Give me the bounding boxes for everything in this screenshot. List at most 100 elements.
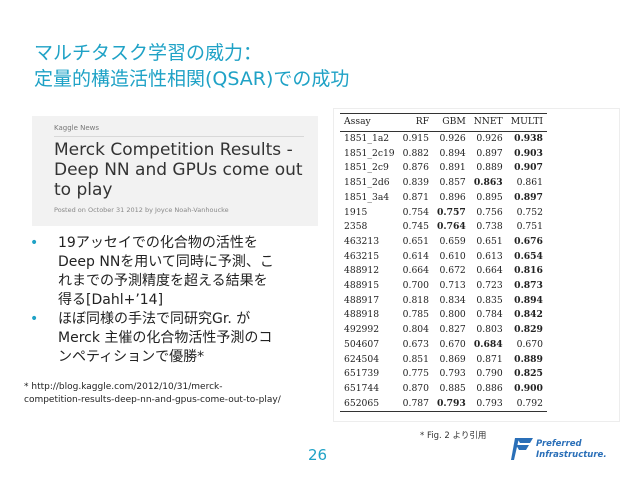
table-row: 624504 0.851 0.869 0.871 0.889 — [340, 353, 547, 368]
table-cell: 0.792 — [506, 396, 547, 413]
table-cell: 0.672 — [439, 265, 466, 277]
table-body: 1851_1a2 0.915 0.926 0.926 0.938 1851_2c19 0.8… — [340, 132, 547, 413]
table-cell: 0.871 — [402, 191, 429, 203]
table-cell: 0.793 — [432, 396, 470, 413]
table-cell: 624504 — [344, 353, 380, 365]
table-cell: 0.907 — [514, 162, 543, 174]
footnote: * http://blog.kaggle.com/2012/10/31/merc… — [24, 381, 281, 407]
table-row: 1851_2d6 0.839 0.857 0.863 0.861 — [340, 176, 547, 191]
table-cell: 0.787 — [398, 396, 433, 413]
table-cell: 0.614 — [402, 250, 429, 262]
table-cell: 0.851 — [402, 353, 429, 365]
table-cell: 492992 — [344, 324, 380, 336]
table-cell: 488918 — [344, 309, 380, 321]
logo-text-line1: Preferred — [536, 439, 582, 449]
table-cell: 0.825 — [514, 368, 543, 380]
table-cell: 0.861 — [516, 177, 543, 189]
table-cell: 488917 — [344, 294, 380, 306]
table-cell: 0.885 — [439, 382, 466, 394]
results-table: Assay RF GBM NNET MULTI 1851_1a2 0.915 0.9… — [340, 113, 547, 413]
bullet-line: 得る[Dahl+’14] — [58, 292, 164, 308]
table-cell: 0.903 — [514, 147, 543, 159]
table-cell: 0.764 — [436, 221, 466, 233]
table-cell: 1851_3a4 — [344, 191, 390, 203]
bullet-line: Deep NNを用いて同時に予測、こ — [58, 254, 274, 270]
table-cell: 463213 — [344, 235, 380, 247]
table-cell: 0.842 — [514, 309, 543, 321]
table-cell: 0.889 — [514, 353, 543, 365]
table-row: 651739 0.775 0.793 0.790 0.825 — [340, 367, 547, 382]
table-header-cell: MULTI — [506, 113, 547, 132]
table-cell: 0.610 — [439, 250, 466, 262]
table-cell: 0.745 — [402, 221, 429, 233]
table-cell: 0.891 — [439, 162, 466, 174]
bullet-list: • 19アッセイでの化合物の活性を Deep NNを用いて同時に予測、こ れまで… — [28, 234, 318, 367]
news-headline-line: to play — [54, 180, 113, 200]
table-cell: 0.684 — [473, 338, 503, 350]
table-cell: 1851_2c9 — [344, 162, 389, 174]
table-row: 1851_2c19 0.882 0.894 0.897 0.903 — [340, 147, 547, 162]
table-header-cell: RF — [398, 113, 433, 132]
table-cell: 0.651 — [476, 235, 503, 247]
bullet-dot-icon: • — [30, 311, 39, 327]
footnote-line: * http://blog.kaggle.com/2012/10/31/merc… — [24, 382, 223, 392]
table-cell: 0.894 — [439, 147, 466, 159]
table-cell: 0.870 — [402, 382, 429, 394]
table-cell: 0.886 — [476, 382, 503, 394]
slide-title-line2: 定量的構造活性相関(QSAR)での成功 — [34, 68, 350, 90]
table-cell: 0.835 — [476, 294, 503, 306]
table-cell: 0.829 — [514, 324, 543, 336]
table-cell: 0.873 — [514, 280, 543, 292]
news-headline: Merck Competition Results - Deep NN and … — [54, 140, 314, 200]
results-table-panel: Assay RF GBM NNET MULTI 1851_1a2 0.915 0.9… — [333, 108, 620, 422]
slide-title-line1: マルチタスク学習の威力： — [34, 42, 263, 64]
logo-text-line2: Infrastructure. — [536, 450, 607, 460]
bullet-item: • 19アッセイでの化合物の活性を Deep NNを用いて同時に予測、こ れまで… — [28, 234, 318, 310]
table-cell: 0.723 — [476, 280, 503, 292]
table-cell: 463215 — [344, 250, 380, 262]
table-cell: 0.700 — [402, 280, 429, 292]
table-cell: 0.654 — [514, 250, 543, 262]
table-cell: 0.785 — [402, 309, 429, 321]
table-cell: 488915 — [344, 280, 380, 292]
table-cell: 651744 — [344, 382, 380, 394]
bullet-line: Merck 主催の化合物活性予測のコ — [58, 330, 273, 346]
table-cell: 0.676 — [514, 235, 543, 247]
table-cell: 0.673 — [402, 338, 429, 350]
table-cell: 0.664 — [402, 265, 429, 277]
table-cell: 0.827 — [439, 324, 466, 336]
table-cell: 0.894 — [514, 294, 543, 306]
table-row: 651744 0.870 0.885 0.886 0.900 — [340, 382, 547, 397]
table-row: 1851_2c9 0.876 0.891 0.889 0.907 — [340, 161, 547, 176]
bullet-line: 19アッセイでの化合物の活性を — [58, 235, 258, 251]
table-header-row: Assay RF GBM NNET MULTI — [340, 113, 547, 132]
bullet-item: • ほぼ同様の手法で同研究Gr. が Merck 主催の化合物活性予測のコ ンペ… — [28, 310, 318, 367]
table-cell: 1915 — [344, 206, 368, 218]
table-cell: 652065 — [340, 396, 399, 413]
table-cell: 504607 — [344, 338, 380, 350]
table-cell: 0.790 — [476, 368, 503, 380]
table-cell: 0.926 — [439, 133, 466, 144]
table-header-cell: Assay — [340, 113, 399, 132]
table-cell: 0.818 — [402, 294, 429, 306]
table-row: 504607 0.673 0.670 0.684 0.670 — [340, 338, 547, 353]
table-cell: 0.751 — [516, 221, 543, 233]
bullet-dot-icon: • — [30, 235, 39, 251]
table-cell: 0.756 — [476, 206, 503, 218]
table-row: 488918 0.785 0.800 0.784 0.842 — [340, 308, 547, 323]
table-row: 1851_3a4 0.871 0.896 0.895 0.897 — [340, 191, 547, 206]
table-cell: 0.754 — [402, 206, 429, 218]
logo-mark-icon — [511, 438, 533, 460]
table-row: 492992 0.804 0.827 0.803 0.829 — [340, 323, 547, 338]
table-cell: 1851_1a2 — [344, 133, 390, 144]
table-cell: 1851_2c19 — [344, 147, 395, 159]
news-source: Kaggle News — [54, 124, 100, 132]
table-cell: 0.793 — [469, 396, 507, 413]
table-cell: 0.839 — [402, 177, 429, 189]
bullet-line: ほぼ同様の手法で同研究Gr. が — [58, 311, 251, 327]
table-cell: 0.670 — [439, 338, 466, 350]
table-cell: 0.871 — [476, 353, 503, 365]
table-cell: 0.896 — [439, 191, 466, 203]
table-cell: 0.713 — [439, 280, 466, 292]
table-cell: 0.613 — [476, 250, 503, 262]
